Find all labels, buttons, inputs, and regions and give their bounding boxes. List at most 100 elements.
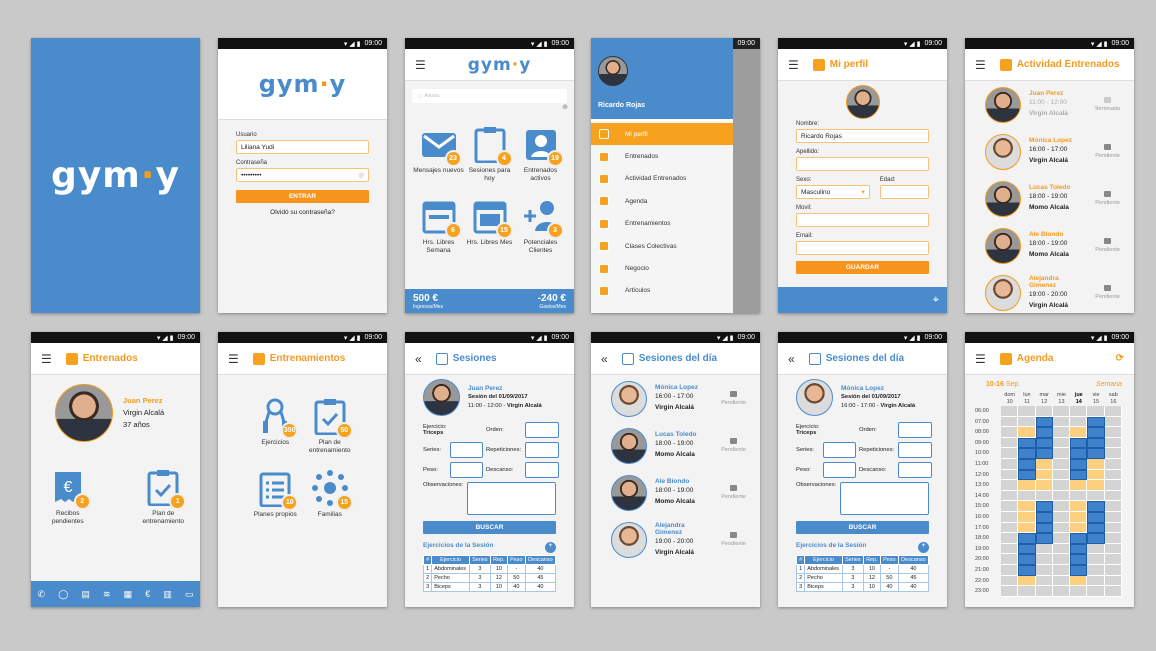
agenda-slot[interactable] (1035, 501, 1053, 512)
view-selector[interactable]: Semana (1095, 381, 1122, 388)
day-header[interactable]: jue 14 (1070, 392, 1087, 406)
agenda-slot[interactable] (1035, 448, 1053, 459)
agenda-slot[interactable] (1052, 458, 1071, 470)
menu-item[interactable]: Entrenamientos (591, 213, 733, 235)
agenda-slot[interactable] (1001, 416, 1019, 428)
menu-item[interactable]: Negocio (591, 257, 733, 279)
agenda-slot[interactable] (1035, 427, 1053, 438)
avisos-input[interactable]: ⓘ Avisos: (412, 89, 567, 103)
agenda-slot[interactable] (1018, 533, 1036, 544)
agenda-slot[interactable] (1035, 564, 1053, 576)
agenda-slot[interactable] (1104, 406, 1122, 417)
agenda-slot[interactable] (1052, 448, 1071, 459)
menu-item[interactable]: Entrenados (591, 145, 733, 167)
login-button[interactable]: ENTRAR (236, 190, 369, 203)
agenda-slot[interactable] (1001, 437, 1019, 449)
menu-icon[interactable]: ☰ (975, 351, 986, 366)
sexo-select[interactable]: Masculino ▾ (796, 185, 870, 199)
agenda-slot[interactable] (1104, 501, 1122, 512)
agenda-slot[interactable] (1087, 416, 1105, 428)
agenda-slot[interactable] (1052, 554, 1071, 565)
list-item[interactable]: Mónica Lopez 16:00 - 17:00 Virgin Alcalá Pe… (591, 375, 760, 422)
agenda-slot[interactable] (1104, 469, 1122, 481)
add-exercise-button[interactable]: + (545, 542, 556, 553)
agenda-slot[interactable] (1087, 490, 1105, 502)
tile-contact[interactable]: 19 Entrenados activos (515, 125, 566, 183)
agenda-slot[interactable] (1087, 522, 1105, 534)
agenda-slot[interactable] (1087, 543, 1105, 555)
menu-icon[interactable]: ☰ (415, 57, 426, 72)
agenda-slot[interactable] (1001, 511, 1019, 523)
descanso-input[interactable] (898, 462, 932, 478)
agenda-slot[interactable] (1035, 543, 1053, 555)
agenda-slot[interactable] (1070, 437, 1088, 449)
agenda-slot[interactable] (1087, 448, 1105, 459)
agenda-slot[interactable] (1001, 533, 1019, 544)
menu-icon[interactable]: ☰ (788, 57, 799, 72)
table-row[interactable]: 1 Abdominales 3 10-40 (422, 564, 557, 574)
series-input[interactable] (823, 442, 856, 458)
back-icon[interactable]: « (788, 351, 795, 366)
agenda-slot[interactable] (1035, 437, 1053, 449)
agenda-slot[interactable] (1052, 437, 1071, 449)
tile-calendar-week[interactable]: 6 Hrs. Libres Semana (413, 197, 464, 255)
day-header[interactable]: lun 11 (1018, 392, 1035, 406)
agenda-slot[interactable] (1001, 490, 1019, 502)
agenda-slot[interactable] (1070, 522, 1088, 534)
wifi-icon[interactable]: ≋ (102, 588, 111, 599)
agenda-slot[interactable] (1035, 586, 1053, 597)
agenda-slot[interactable] (1052, 511, 1071, 523)
agenda-slot[interactable] (1001, 586, 1019, 597)
menu-item[interactable]: Agenda (591, 190, 733, 212)
agenda-slot[interactable] (1001, 458, 1019, 470)
agenda-slot[interactable] (1070, 533, 1088, 544)
movil-input[interactable] (796, 213, 929, 227)
day-header[interactable]: dom 10 (1001, 392, 1018, 406)
menu-icon[interactable]: ☰ (41, 351, 52, 366)
tile-envelope[interactable]: 23 Mensajes nuevos (413, 125, 464, 183)
agenda-slot[interactable] (1104, 543, 1122, 555)
tile-calendar-month[interactable]: 15 Hrs. Libres Mes (464, 197, 515, 255)
back-icon[interactable]: « (601, 351, 608, 366)
agenda-slot[interactable] (1104, 458, 1122, 470)
edad-input[interactable] (879, 185, 929, 199)
agenda-slot[interactable] (1104, 416, 1122, 428)
agenda-slot[interactable] (1018, 554, 1036, 565)
add-exercise-button[interactable]: + (918, 542, 929, 553)
table-row[interactable]: 3 Biceps 3 10 40 40 (795, 582, 930, 592)
menu-item[interactable]: Mi perfil (591, 123, 733, 146)
agenda-slot[interactable] (1035, 416, 1053, 428)
whatsapp-icon[interactable]: ◯ (58, 588, 69, 599)
agenda-slot[interactable] (1052, 501, 1071, 512)
search-button[interactable]: BUSCAR (423, 521, 556, 534)
phone-icon[interactable]: ✆ (37, 588, 46, 599)
agenda-slot[interactable] (1070, 501, 1088, 512)
agenda-slot[interactable] (1104, 427, 1122, 438)
agenda-slot[interactable] (1104, 437, 1122, 449)
agenda-slot[interactable] (1104, 511, 1122, 523)
agenda-slot[interactable] (1001, 406, 1019, 417)
list-item[interactable]: Mónica Lopez 16:00 - 17:00 Virgin Alcalá Pe… (965, 128, 1134, 175)
list-item[interactable]: Ale Biondo 18:00 - 19:00 Momo Alcala Pendie… (591, 469, 760, 516)
agenda-slot[interactable] (1070, 480, 1088, 491)
agenda-slot[interactable] (1035, 480, 1053, 491)
agenda-slot[interactable] (1001, 501, 1019, 512)
list-item[interactable]: Lucas Toledo 18:00 - 19:00 Momo Alcala Pend… (965, 175, 1134, 222)
apellido-input[interactable] (796, 157, 929, 171)
user-input[interactable]: Liliana Yudi (236, 140, 369, 154)
agenda-slot[interactable] (1035, 406, 1053, 417)
reps-input[interactable] (898, 442, 932, 458)
agenda-slot[interactable] (1052, 543, 1071, 555)
agenda-slot[interactable] (1087, 406, 1105, 417)
agenda-slot[interactable] (1052, 406, 1071, 417)
menu-icon[interactable]: ☰ (228, 351, 239, 366)
calendar-icon[interactable]: ▦ (123, 588, 133, 599)
day-header[interactable]: mie 13 (1053, 392, 1070, 406)
descanso-input[interactable] (525, 462, 559, 478)
eye-off-icon[interactable]: ◎ (358, 172, 364, 179)
agenda-slot[interactable] (1001, 469, 1019, 481)
agenda-slot[interactable] (1018, 480, 1036, 491)
menu-item[interactable]: Artículos (591, 280, 733, 302)
agenda-slot[interactable] (1001, 427, 1019, 438)
agenda-slot[interactable] (1018, 437, 1036, 449)
